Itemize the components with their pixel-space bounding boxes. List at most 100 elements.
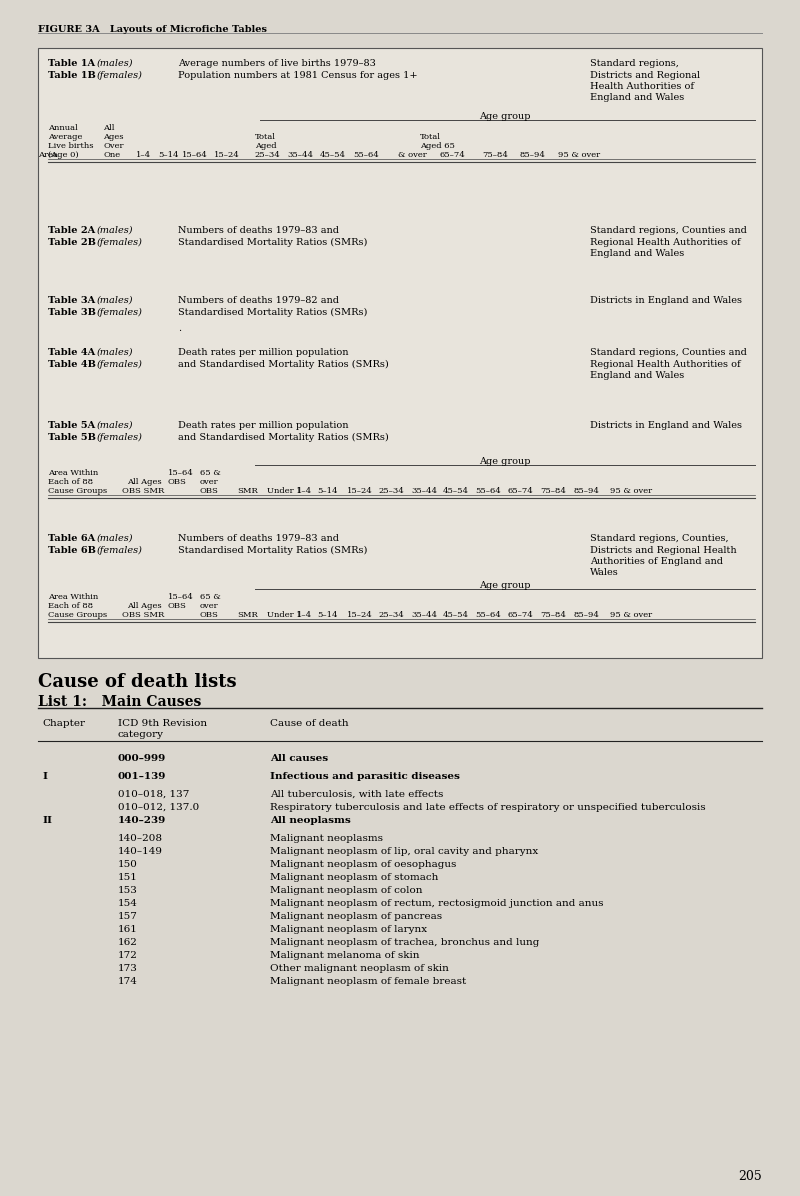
Text: Cause of death: Cause of death <box>270 719 349 728</box>
Text: All neoplasms: All neoplasms <box>270 816 350 825</box>
Text: 1–4: 1–4 <box>297 611 312 620</box>
Text: (males): (males) <box>97 533 134 543</box>
Text: 25–34: 25–34 <box>378 611 404 620</box>
Text: 25–34: 25–34 <box>378 487 404 495</box>
Text: Malignant neoplasm of pancreas: Malignant neoplasm of pancreas <box>270 913 442 921</box>
Text: and Standardised Mortality Ratios (SMRs): and Standardised Mortality Ratios (SMRs) <box>178 433 389 443</box>
Text: 25–34: 25–34 <box>254 151 280 159</box>
Text: 55–64: 55–64 <box>475 487 501 495</box>
Text: 55–64: 55–64 <box>353 151 378 159</box>
Text: Each of 88: Each of 88 <box>48 478 93 486</box>
Text: Standard regions, Counties and: Standard regions, Counties and <box>590 348 747 356</box>
Text: FIGURE 3A   Layouts of Microfiche Tables: FIGURE 3A Layouts of Microfiche Tables <box>38 25 267 33</box>
Text: Standardised Mortality Ratios (SMRs): Standardised Mortality Ratios (SMRs) <box>178 309 367 317</box>
Text: 35–44: 35–44 <box>411 611 437 620</box>
Text: Regional Health Authorities of: Regional Health Authorities of <box>590 360 741 370</box>
Text: 45–54: 45–54 <box>320 151 346 159</box>
Text: Table 1B: Table 1B <box>48 71 96 80</box>
Text: Area Within: Area Within <box>48 593 98 602</box>
Text: 65–74: 65–74 <box>507 487 533 495</box>
Text: Malignant neoplasm of oesophagus: Malignant neoplasm of oesophagus <box>270 860 456 869</box>
Text: Each of 88: Each of 88 <box>48 602 93 610</box>
Text: Malignant neoplasm of colon: Malignant neoplasm of colon <box>270 886 422 895</box>
Text: Under 1: Under 1 <box>267 611 302 620</box>
Text: Table 5B: Table 5B <box>48 433 96 443</box>
Text: 010–018, 137: 010–018, 137 <box>118 791 190 799</box>
Text: 75–84: 75–84 <box>540 611 566 620</box>
Text: Age group: Age group <box>479 457 530 466</box>
Text: 5–14: 5–14 <box>158 151 178 159</box>
Text: & over: & over <box>398 151 426 159</box>
Text: Malignant neoplasm of lip, oral cavity and pharynx: Malignant neoplasm of lip, oral cavity a… <box>270 847 538 856</box>
Text: Average: Average <box>48 133 82 141</box>
Text: Ages: Ages <box>103 133 123 141</box>
Text: Total: Total <box>255 133 276 141</box>
Text: Annual: Annual <box>48 124 78 132</box>
Text: Cause Groups: Cause Groups <box>48 487 107 495</box>
Text: 173: 173 <box>118 964 138 974</box>
Text: Numbers of deaths 1979–82 and: Numbers of deaths 1979–82 and <box>178 295 339 305</box>
Text: (males): (males) <box>97 59 134 68</box>
Text: (females): (females) <box>97 71 143 80</box>
Text: All causes: All causes <box>270 753 328 763</box>
Text: category: category <box>118 730 164 739</box>
Text: OBS: OBS <box>168 602 187 610</box>
Text: Over: Over <box>103 142 123 150</box>
Text: Malignant neoplasm of stomach: Malignant neoplasm of stomach <box>270 873 438 881</box>
Text: (Age 0): (Age 0) <box>48 151 78 159</box>
Text: (males): (males) <box>97 348 134 356</box>
Text: SMR: SMR <box>237 487 258 495</box>
Text: 45–54: 45–54 <box>443 487 469 495</box>
Text: 55–64: 55–64 <box>475 611 501 620</box>
Text: OBS: OBS <box>200 611 219 620</box>
Text: 35–44: 35–44 <box>287 151 313 159</box>
Text: 15–24: 15–24 <box>347 611 373 620</box>
FancyBboxPatch shape <box>38 48 762 658</box>
Text: Table 6A: Table 6A <box>48 533 95 543</box>
Text: Death rates per million population: Death rates per million population <box>178 348 349 356</box>
Text: 65–74: 65–74 <box>440 151 466 159</box>
Text: 010–012, 137.0: 010–012, 137.0 <box>118 803 199 812</box>
Text: 5–14: 5–14 <box>317 487 338 495</box>
Text: ICD 9th Revision: ICD 9th Revision <box>118 719 207 728</box>
Text: Area Within: Area Within <box>48 469 98 477</box>
Text: 161: 161 <box>118 925 138 934</box>
Text: 162: 162 <box>118 938 138 947</box>
Text: Standardised Mortality Ratios (SMRs): Standardised Mortality Ratios (SMRs) <box>178 547 367 555</box>
Text: and Standardised Mortality Ratios (SMRs): and Standardised Mortality Ratios (SMRs) <box>178 360 389 370</box>
Text: Malignant neoplasm of female breast: Malignant neoplasm of female breast <box>270 977 466 986</box>
Text: Table 2A: Table 2A <box>48 226 95 234</box>
Text: (females): (females) <box>97 547 143 555</box>
Text: Malignant neoplasm of rectum, rectosigmoid junction and anus: Malignant neoplasm of rectum, rectosigmo… <box>270 899 603 908</box>
Text: 65 &: 65 & <box>200 593 221 602</box>
Text: England and Wales: England and Wales <box>590 249 684 258</box>
Text: Standard regions, Counties,: Standard regions, Counties, <box>590 533 729 543</box>
Text: (males): (males) <box>97 421 134 431</box>
Text: One: One <box>103 151 120 159</box>
Text: Malignant melanoma of skin: Malignant melanoma of skin <box>270 951 419 960</box>
Text: Age group: Age group <box>479 112 530 121</box>
Text: Districts in England and Wales: Districts in England and Wales <box>590 295 742 305</box>
Text: (females): (females) <box>97 238 143 248</box>
Text: OBS: OBS <box>168 478 187 486</box>
Text: Malignant neoplasms: Malignant neoplasms <box>270 834 383 843</box>
Text: 172: 172 <box>118 951 138 960</box>
Text: Chapter: Chapter <box>42 719 85 728</box>
Text: 35–44: 35–44 <box>411 487 437 495</box>
Text: (males): (males) <box>97 295 134 305</box>
Text: Wales: Wales <box>590 568 618 576</box>
Text: Standard regions,: Standard regions, <box>590 59 679 68</box>
Text: All Ages: All Ages <box>127 478 162 486</box>
Text: Table 1A: Table 1A <box>48 59 95 68</box>
Text: 85–94: 85–94 <box>573 611 599 620</box>
Text: 157: 157 <box>118 913 138 921</box>
Text: SMR: SMR <box>237 611 258 620</box>
Text: (females): (females) <box>97 309 143 317</box>
Text: Authorities of England and: Authorities of England and <box>590 557 723 566</box>
Text: 153: 153 <box>118 886 138 895</box>
Text: 65–74: 65–74 <box>507 611 533 620</box>
Text: 75–84: 75–84 <box>482 151 508 159</box>
Text: 174: 174 <box>118 977 138 986</box>
Text: 95 & over: 95 & over <box>610 611 652 620</box>
Text: Other malignant neoplasm of skin: Other malignant neoplasm of skin <box>270 964 449 974</box>
